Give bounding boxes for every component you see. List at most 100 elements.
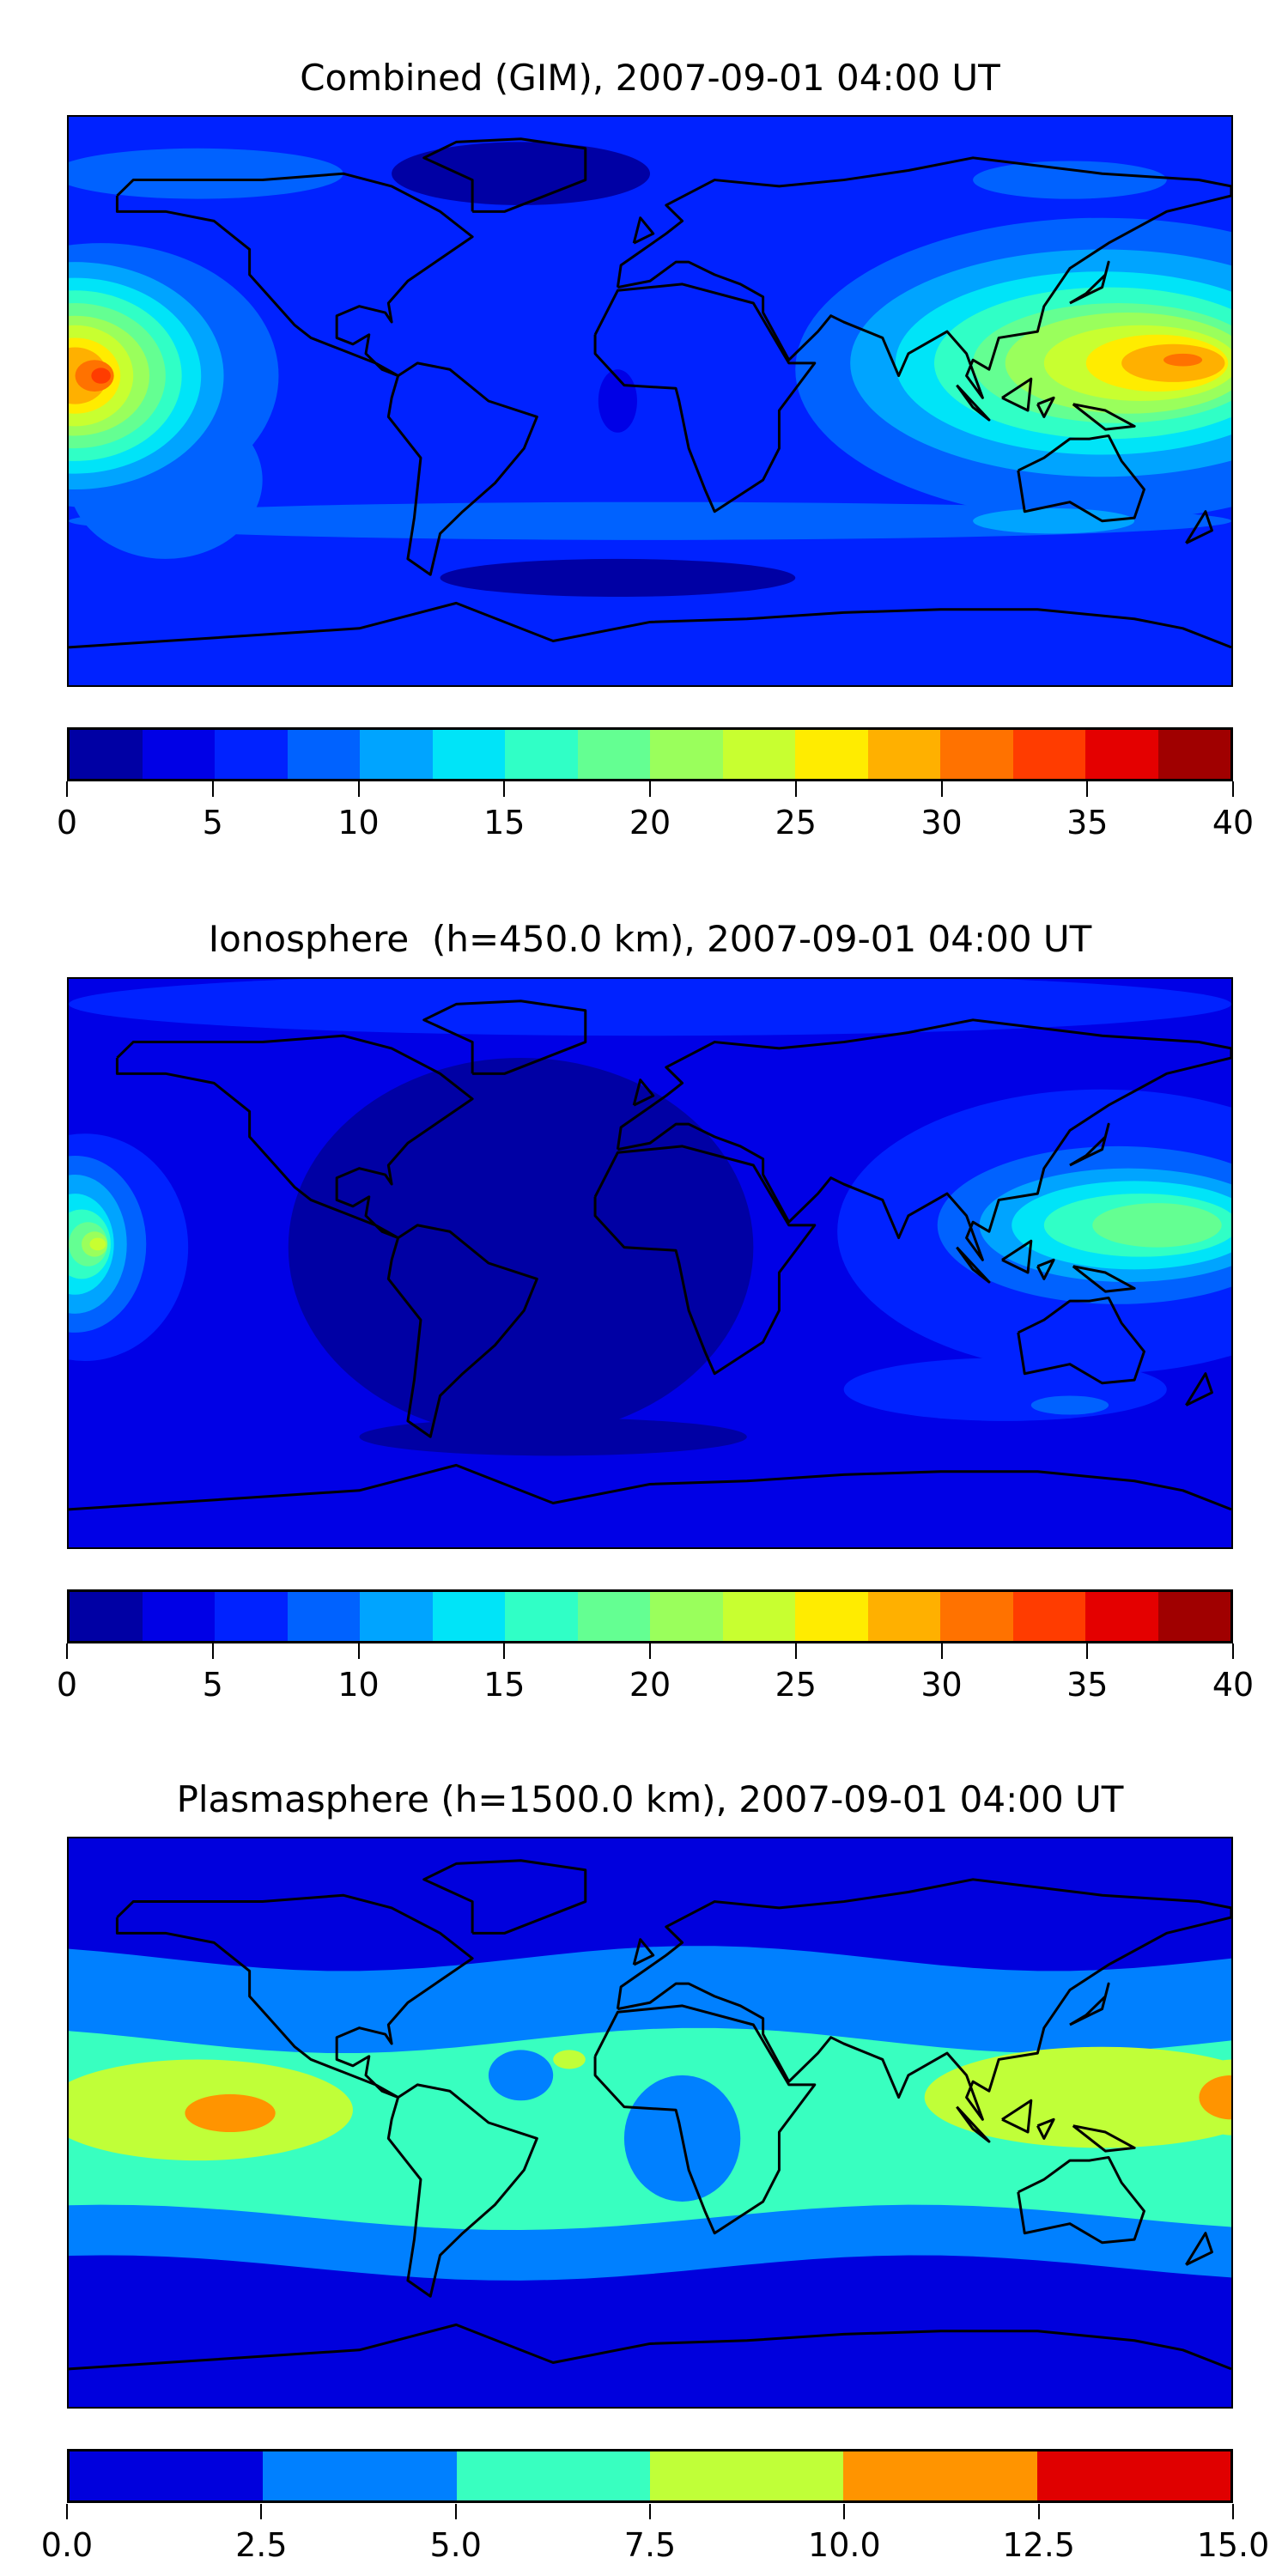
contour-region [1199, 2075, 1231, 2120]
colorbar-swatch [70, 2451, 264, 2500]
coastline [69, 1465, 1231, 1509]
colorbar-tick-label: 10 [337, 804, 380, 841]
contour-region [973, 508, 1135, 534]
colorbar-tick [211, 1643, 214, 1659]
colorbar-tick-label: 40 [1212, 804, 1255, 841]
coastline [424, 1001, 586, 1074]
map3-plasmasphere [67, 1837, 1233, 2409]
colorbar-tick-label: 25 [775, 1666, 817, 1704]
colorbar-tick [357, 1643, 360, 1659]
coastline [957, 1248, 989, 1282]
contour-region [392, 142, 650, 205]
colorbar-swatch [940, 730, 1013, 779]
coastline [1073, 2126, 1134, 2151]
colorbar-tick-label: 0 [56, 1666, 78, 1704]
coastline [1037, 398, 1054, 416]
coastline [388, 363, 537, 574]
colorbar-swatch [287, 730, 360, 779]
colorbar-swatch [577, 1592, 650, 1641]
colorbar-tick-label: 5.0 [429, 2526, 482, 2564]
coastline [634, 1080, 653, 1105]
coastline [117, 1036, 472, 1237]
colorbar-tick-label: 40 [1212, 1666, 1255, 1704]
coastline [1037, 2119, 1054, 2138]
colorbar-tick [794, 781, 797, 797]
coastline [634, 218, 653, 243]
colorbar-tick [843, 2504, 846, 2519]
colorbar-tick [940, 781, 943, 797]
colorbar-tick-label: 12.5 [1002, 2526, 1075, 2564]
colorbar-tick-label: 25 [775, 804, 817, 841]
colorbar-tick-label: 35 [1066, 804, 1109, 841]
colorbar-tick [1086, 781, 1089, 797]
colorbar-tick-label: 5 [202, 804, 223, 841]
colorbar-swatch [867, 730, 940, 779]
coastline [424, 139, 586, 212]
coastline [617, 158, 1231, 398]
colorbar-tick-label: 0 [56, 804, 78, 841]
coastline [1002, 2100, 1031, 2132]
map2-ionosphere [67, 977, 1233, 1549]
coastline [617, 1020, 1231, 1261]
coastline [617, 1880, 1231, 2120]
coastline [595, 2006, 815, 2233]
colorbar-tick [1232, 781, 1234, 797]
contour-region [288, 1057, 754, 1437]
colorbar-tick [66, 1643, 68, 1659]
coastline [1070, 1124, 1109, 1165]
map2-colorbar-ticks: 0 5 10 15 20 25 30 35 40 [57, 1643, 1254, 1704]
coastline [1018, 2157, 1145, 2242]
map3-colorbar [67, 2449, 1233, 2503]
colorbar-swatch [722, 730, 795, 779]
colorbar-swatch [215, 730, 288, 779]
colorbar-swatch [263, 2451, 457, 2500]
map1-colorbar [67, 727, 1233, 781]
coastline [634, 1940, 653, 1965]
colorbar-swatch [1012, 1592, 1085, 1641]
coastline [957, 2107, 989, 2142]
colorbar-swatch [70, 1592, 143, 1641]
contour-region [973, 161, 1167, 199]
colorbar-tick [940, 1643, 943, 1659]
contour-region [553, 2050, 586, 2069]
colorbar-tick-label: 15 [483, 804, 526, 841]
colorbar-swatch [940, 1592, 1013, 1641]
colorbar-tick [1232, 1643, 1234, 1659]
colorbar-tick-label: 10.0 [808, 2526, 881, 2564]
colorbar-swatch [432, 730, 505, 779]
colorbar-tick [211, 781, 214, 797]
colorbar-tick-label: 30 [920, 1666, 963, 1704]
colorbar-tick [454, 2504, 457, 2519]
coastline [117, 173, 472, 375]
colorbar-swatch [70, 730, 143, 779]
colorbar-swatch [867, 1592, 940, 1641]
contour-region [1163, 353, 1203, 367]
colorbar-tick [503, 1643, 506, 1659]
contour-region [843, 1358, 1167, 1421]
colorbar-tick [649, 2504, 651, 2519]
map2-colorbar [67, 1589, 1233, 1643]
colorbar-swatch [843, 2451, 1037, 2500]
contour-region [488, 2050, 554, 2101]
colorbar-tick [794, 1643, 797, 1659]
map3-colorbar-ticks: 0.0 2.5 5.0 7.5 10.0 12.5 15.0 [41, 2504, 1269, 2564]
colorbar-swatch [795, 1592, 868, 1641]
coastline [957, 386, 989, 420]
colorbar-swatch [1157, 1592, 1230, 1641]
colorbar-swatch [650, 730, 723, 779]
map3-title: Plasmasphere (h=1500.0 km), 2007-09-01 0… [176, 1778, 1124, 1820]
coastline [1070, 262, 1109, 303]
coastline [424, 1861, 586, 1934]
colorbar-swatch [795, 730, 868, 779]
colorbar-tick-label: 20 [629, 804, 671, 841]
colorbar-tick [503, 781, 506, 797]
contour-region [69, 148, 343, 199]
contour-region [1030, 1395, 1109, 1415]
colorbar-tick [260, 2504, 263, 2519]
contour-region [924, 2046, 1231, 2148]
contour-region [185, 2093, 276, 2133]
colorbar-swatch [215, 1592, 288, 1641]
colorbar-tick-label: 2.5 [235, 2526, 288, 2564]
coastline [1002, 1241, 1031, 1273]
colorbar-swatch [577, 730, 650, 779]
